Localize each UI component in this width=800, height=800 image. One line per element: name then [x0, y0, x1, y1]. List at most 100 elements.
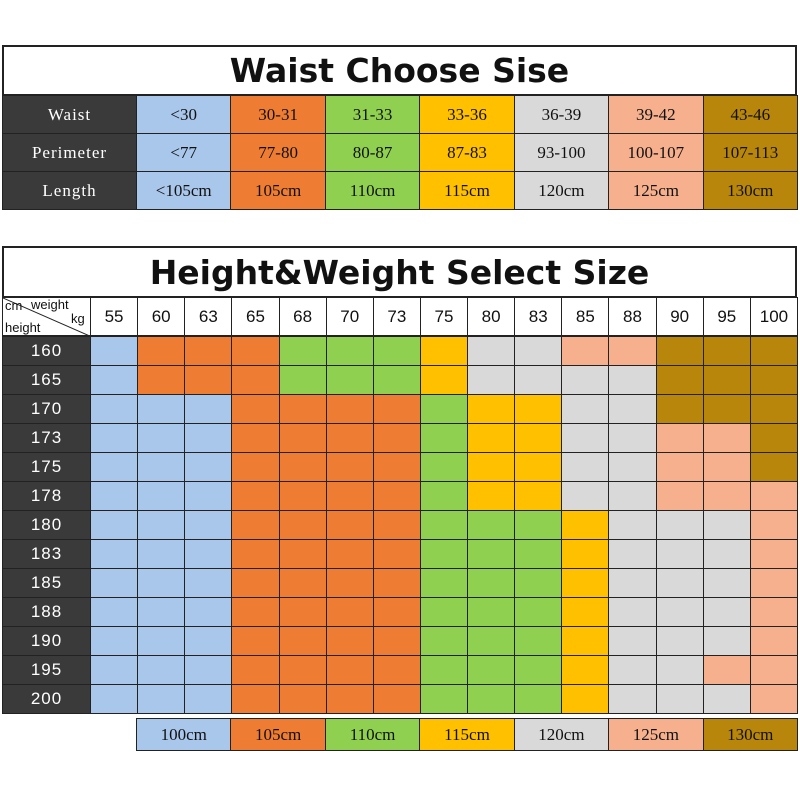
size-cell — [561, 568, 610, 598]
waist-cell: 105cm — [230, 171, 326, 210]
size-cell — [514, 423, 563, 453]
size-cell — [325, 510, 374, 540]
weight-header: 100 — [749, 297, 798, 336]
size-cell — [467, 336, 516, 366]
waist-cell: 36-39 — [513, 95, 610, 134]
legend-item: 120cm — [513, 718, 610, 751]
size-cell — [655, 684, 704, 714]
size-cell — [137, 481, 186, 511]
size-cell — [231, 539, 280, 569]
size-cell — [137, 423, 186, 453]
weight-header: 55 — [90, 297, 139, 336]
waist-cell: 33-36 — [419, 95, 515, 134]
size-cell — [749, 452, 798, 482]
size-cell — [137, 684, 186, 714]
size-cell — [419, 365, 469, 395]
size-cell — [655, 394, 704, 424]
size-cell — [372, 597, 421, 627]
legend-item: 125cm — [608, 718, 704, 751]
size-cell — [655, 365, 704, 395]
height-label: 178 — [2, 481, 91, 511]
size-cell — [561, 481, 610, 511]
size-cell — [372, 655, 421, 685]
size-cell — [419, 655, 469, 685]
size-cell — [278, 365, 327, 395]
size-cell — [372, 684, 421, 714]
size-cell — [702, 655, 751, 685]
size-cell — [278, 423, 327, 453]
waist-cell: 43-46 — [702, 95, 798, 134]
size-cell — [419, 568, 469, 598]
height-label: 173 — [2, 423, 91, 453]
size-cell — [231, 568, 280, 598]
size-cell — [231, 510, 280, 540]
size-cell — [184, 452, 233, 482]
size-cell — [231, 655, 280, 685]
size-cell — [561, 423, 610, 453]
size-cell — [137, 510, 186, 540]
waist-cell: 100-107 — [608, 133, 704, 172]
legend-item: 115cm — [419, 718, 515, 751]
height-label: 190 — [2, 626, 91, 656]
size-cell — [325, 597, 374, 627]
size-cell — [325, 365, 374, 395]
size-cell — [514, 452, 563, 482]
size-cell — [372, 481, 421, 511]
size-cell — [608, 394, 657, 424]
size-cell — [608, 336, 657, 366]
size-cell — [514, 365, 563, 395]
size-cell — [608, 510, 657, 540]
size-cell — [90, 481, 139, 511]
height-label: 185 — [2, 568, 91, 598]
size-cell — [231, 394, 280, 424]
corner-label: cm — [5, 298, 23, 313]
size-cell — [702, 684, 751, 714]
size-cell — [325, 423, 374, 453]
corner-label: weight — [31, 297, 69, 312]
size-cell — [231, 626, 280, 656]
size-cell — [655, 336, 704, 366]
waist-cell: 87-83 — [419, 133, 515, 172]
size-cell — [231, 597, 280, 627]
size-cell — [278, 452, 327, 482]
size-cell — [702, 423, 751, 453]
weight-header: 75 — [419, 297, 469, 336]
size-cell — [137, 626, 186, 656]
size-cell — [749, 394, 798, 424]
weight-header: 85 — [561, 297, 610, 336]
size-cell — [655, 626, 704, 656]
size-cell — [655, 568, 704, 598]
size-cell — [372, 539, 421, 569]
size-cell — [184, 684, 233, 714]
size-cell — [184, 626, 233, 656]
size-cell — [372, 510, 421, 540]
size-cell — [655, 423, 704, 453]
size-cell — [561, 394, 610, 424]
size-cell — [184, 568, 233, 598]
waist-cell: 125cm — [608, 171, 704, 210]
size-cell — [514, 539, 563, 569]
size-cell — [419, 452, 469, 482]
size-cell — [608, 684, 657, 714]
size-cell — [231, 423, 280, 453]
weight-header: 60 — [137, 297, 186, 336]
height-label: 180 — [2, 510, 91, 540]
height-label: 165 — [2, 365, 91, 395]
size-cell — [278, 655, 327, 685]
size-cell — [608, 655, 657, 685]
size-cell — [561, 684, 610, 714]
size-cell — [514, 626, 563, 656]
size-cell — [749, 336, 798, 366]
size-cell — [137, 365, 186, 395]
size-cell — [467, 423, 516, 453]
size-cell — [608, 452, 657, 482]
size-cell — [325, 626, 374, 656]
weight-header: 80 — [467, 297, 516, 336]
size-cell — [278, 394, 327, 424]
weight-header: 95 — [702, 297, 751, 336]
legend-item: 100cm — [136, 718, 232, 751]
corner-label: kg — [71, 311, 85, 326]
size-cell — [514, 394, 563, 424]
size-cell — [561, 626, 610, 656]
size-cell — [655, 539, 704, 569]
